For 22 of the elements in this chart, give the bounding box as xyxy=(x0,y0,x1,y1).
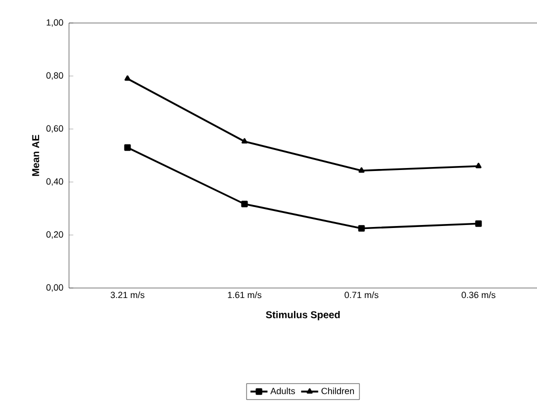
point xyxy=(476,162,482,168)
y-tick-label: 0,00 xyxy=(46,284,64,292)
x-tick-label: 1.61 m/s xyxy=(228,292,262,298)
y-axis-title: Mean AE xyxy=(32,134,40,176)
y-tick-label: 0,20 xyxy=(46,231,64,239)
legend-label: Children xyxy=(322,388,354,394)
y-tick-label: 0,60 xyxy=(46,125,64,133)
y-tick-label: 0,40 xyxy=(46,178,64,186)
point xyxy=(475,220,482,227)
legend-label: Adults xyxy=(270,388,295,394)
y-tick-label: 0,80 xyxy=(46,72,64,80)
point xyxy=(242,138,248,144)
x-tick-label: 0.36 m/s xyxy=(462,292,496,298)
point xyxy=(358,225,365,232)
point xyxy=(124,144,131,151)
y-tick-label: 1,00 xyxy=(46,19,64,27)
point xyxy=(358,167,364,173)
x-axis-title: Stimulus Speed xyxy=(266,310,340,320)
point xyxy=(241,200,248,208)
x-tick-label: 3.21 m/s xyxy=(110,292,144,298)
point xyxy=(124,75,130,81)
x-tick-label: 0.71 m/s xyxy=(344,292,378,298)
